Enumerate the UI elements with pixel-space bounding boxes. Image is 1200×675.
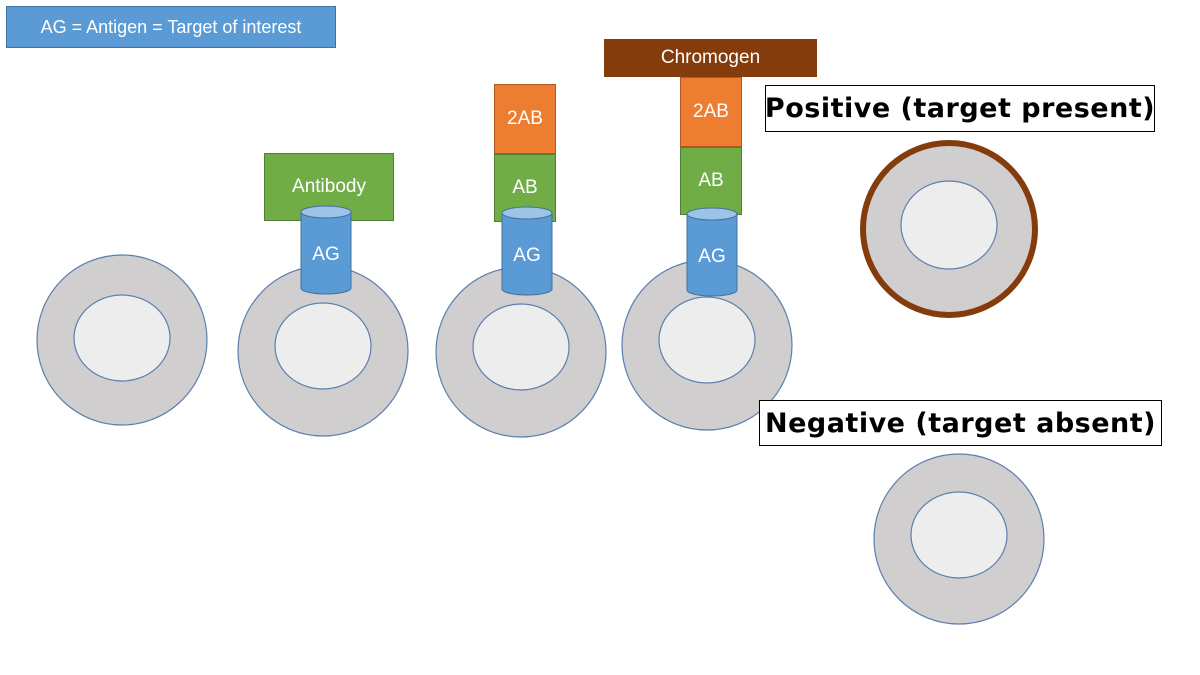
cell-positive (860, 140, 1038, 318)
cell-with-secondary (435, 266, 607, 438)
cell-negative (873, 453, 1045, 625)
antigen-cylinder: AG (501, 206, 553, 296)
secondary-antibody-block: 2AB (680, 77, 742, 147)
antigen-label: AG (513, 245, 540, 266)
antibody-label: Antibody (292, 176, 366, 197)
legend-box: AG = Antigen = Target of interest (6, 6, 336, 48)
chromogen-block: Chromogen (604, 39, 817, 77)
cell-nucleus (900, 180, 998, 270)
primary-antibody-label: AB (512, 177, 538, 198)
cell-nucleus (910, 491, 1008, 579)
legend-text: AG = Antigen = Target of interest (40, 16, 302, 37)
cell-with-chromogen (621, 259, 793, 431)
positive-result-label: Positive (target present) (765, 85, 1155, 132)
secondary-antibody-block: 2AB (494, 84, 556, 154)
negative-result-label: Negative (target absent) (759, 400, 1162, 446)
secondary-antibody-label: 2AB (693, 101, 729, 122)
cell-bare (36, 254, 208, 426)
positive-result-text: Positive (target present) (764, 93, 1156, 124)
cell-nucleus (73, 294, 171, 382)
cell-with-antibody (237, 265, 409, 437)
cell-nucleus (274, 302, 372, 390)
cell-nucleus (472, 303, 570, 391)
cell-nucleus (658, 296, 756, 384)
antigen-label: AG (698, 246, 725, 267)
secondary-antibody-label: 2AB (507, 108, 543, 129)
antigen-cylinder: AG (300, 205, 352, 295)
primary-antibody-label: AB (698, 170, 724, 191)
antigen-cylinder: AG (686, 207, 738, 297)
chromogen-label: Chromogen (660, 47, 761, 68)
negative-result-text: Negative (target absent) (764, 407, 1157, 439)
antigen-label: AG (312, 244, 339, 265)
